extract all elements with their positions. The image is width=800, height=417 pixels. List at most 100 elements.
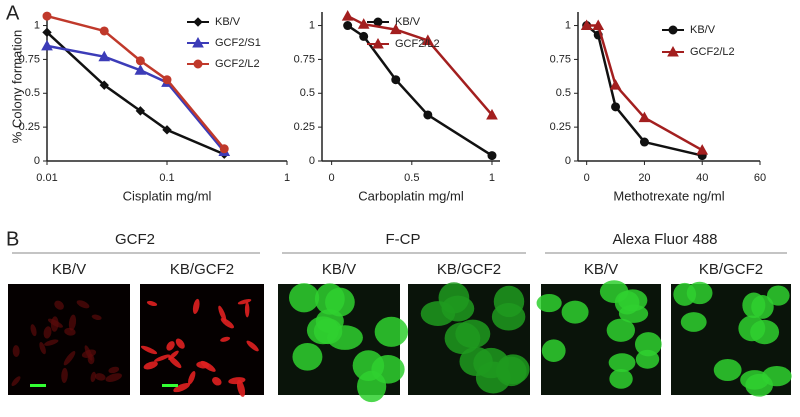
image-label: KB/V: [584, 261, 618, 278]
point: [487, 151, 497, 161]
point: [343, 21, 353, 31]
point: [359, 31, 369, 41]
cell: [143, 361, 158, 370]
cell: [39, 342, 46, 355]
point: [391, 75, 401, 85]
point: [592, 19, 605, 31]
y-tick-label: 0.25: [550, 121, 571, 133]
x-tick-label: 1: [284, 172, 290, 184]
cell: [751, 295, 774, 319]
cell: [609, 369, 633, 389]
y-tick-label: 0: [309, 155, 315, 167]
cell: [244, 302, 250, 318]
x-axis-label: Cisplatin mg/ml: [123, 188, 212, 203]
x-tick-label: 1: [489, 172, 495, 184]
legend-label: GCF2/L2: [215, 58, 260, 70]
x-tick-label: 60: [754, 172, 766, 184]
cell: [168, 350, 179, 360]
image-label: KB/V: [52, 261, 86, 278]
micrograph: [671, 281, 792, 397]
y-tick-label: 0: [565, 155, 571, 167]
point: [41, 39, 53, 51]
point: [638, 111, 651, 123]
legend-label: GCF2/L2: [395, 38, 440, 50]
point: [135, 56, 145, 66]
cell: [192, 298, 200, 314]
y-tick-label: 0.25: [19, 121, 40, 133]
image-label: KB/GCF2: [437, 261, 501, 278]
point: [341, 10, 354, 21]
series-line: [347, 14, 493, 116]
x-tick-label: 0: [329, 172, 335, 184]
cell: [90, 371, 96, 383]
cell: [140, 345, 158, 355]
y-tick-label: 0: [34, 155, 40, 167]
cell: [108, 366, 120, 374]
cell: [188, 371, 196, 385]
y-tick-label: 1: [309, 19, 315, 31]
cell: [68, 314, 77, 331]
legend-marker: [372, 37, 384, 49]
cell: [12, 345, 20, 357]
x-tick-label: 0: [584, 172, 590, 184]
x-tick-label: 0.01: [36, 172, 57, 184]
cell: [228, 377, 246, 385]
legend-label: KB/V: [395, 16, 421, 28]
cell: [91, 314, 102, 320]
cell: [634, 332, 662, 357]
cell: [30, 324, 37, 337]
point: [42, 27, 52, 38]
cell: [541, 339, 566, 363]
cell: [766, 285, 790, 306]
y-tick-label: 1: [34, 19, 40, 31]
y-tick-label: 0.75: [294, 53, 315, 65]
y-tick-label: 0.25: [294, 121, 315, 133]
legend-label: GCF2/S1: [215, 37, 261, 49]
cell: [173, 382, 191, 393]
legend-marker: [668, 25, 678, 35]
point: [580, 19, 593, 31]
point: [389, 23, 402, 35]
y-tick-label: 1: [565, 19, 571, 31]
point: [357, 18, 370, 29]
legend-marker: [667, 45, 679, 57]
y-tick-label: 0.5: [300, 87, 315, 99]
cell: [50, 316, 59, 332]
cell: [371, 355, 405, 384]
micrograph: [536, 280, 662, 395]
panel-label: A: [6, 2, 20, 24]
x-axis-label: Methotrexate ng/ml: [613, 188, 724, 203]
cell: [236, 379, 246, 397]
x-tick-label: 0.5: [404, 172, 419, 184]
point: [609, 79, 622, 90]
y-axis-label: % Colony formation: [9, 30, 24, 143]
cell: [61, 367, 68, 383]
cell: [493, 285, 525, 318]
cell: [374, 316, 409, 347]
point: [99, 80, 109, 90]
image-label: KB/GCF2: [170, 261, 234, 278]
cell: [673, 282, 697, 306]
point: [162, 125, 172, 135]
point: [421, 34, 434, 45]
cell: [220, 336, 231, 342]
cell: [196, 361, 210, 369]
y-tick-label: 0.5: [25, 87, 40, 99]
cell: [76, 300, 90, 309]
point: [162, 75, 172, 85]
cell: [606, 318, 635, 342]
point: [486, 108, 498, 120]
cell: [94, 373, 106, 381]
cell: [11, 376, 21, 387]
legend-marker: [192, 36, 204, 48]
cell: [146, 300, 158, 307]
cell: [536, 293, 562, 313]
x-axis-label: Carboplatin mg/ml: [358, 188, 464, 203]
legend-marker: [373, 17, 383, 27]
cell: [81, 349, 97, 358]
y-tick-label: 0.75: [19, 53, 40, 65]
scale-bar: [162, 384, 178, 387]
micrograph: [278, 283, 409, 403]
point: [98, 50, 111, 62]
cell: [237, 299, 252, 305]
